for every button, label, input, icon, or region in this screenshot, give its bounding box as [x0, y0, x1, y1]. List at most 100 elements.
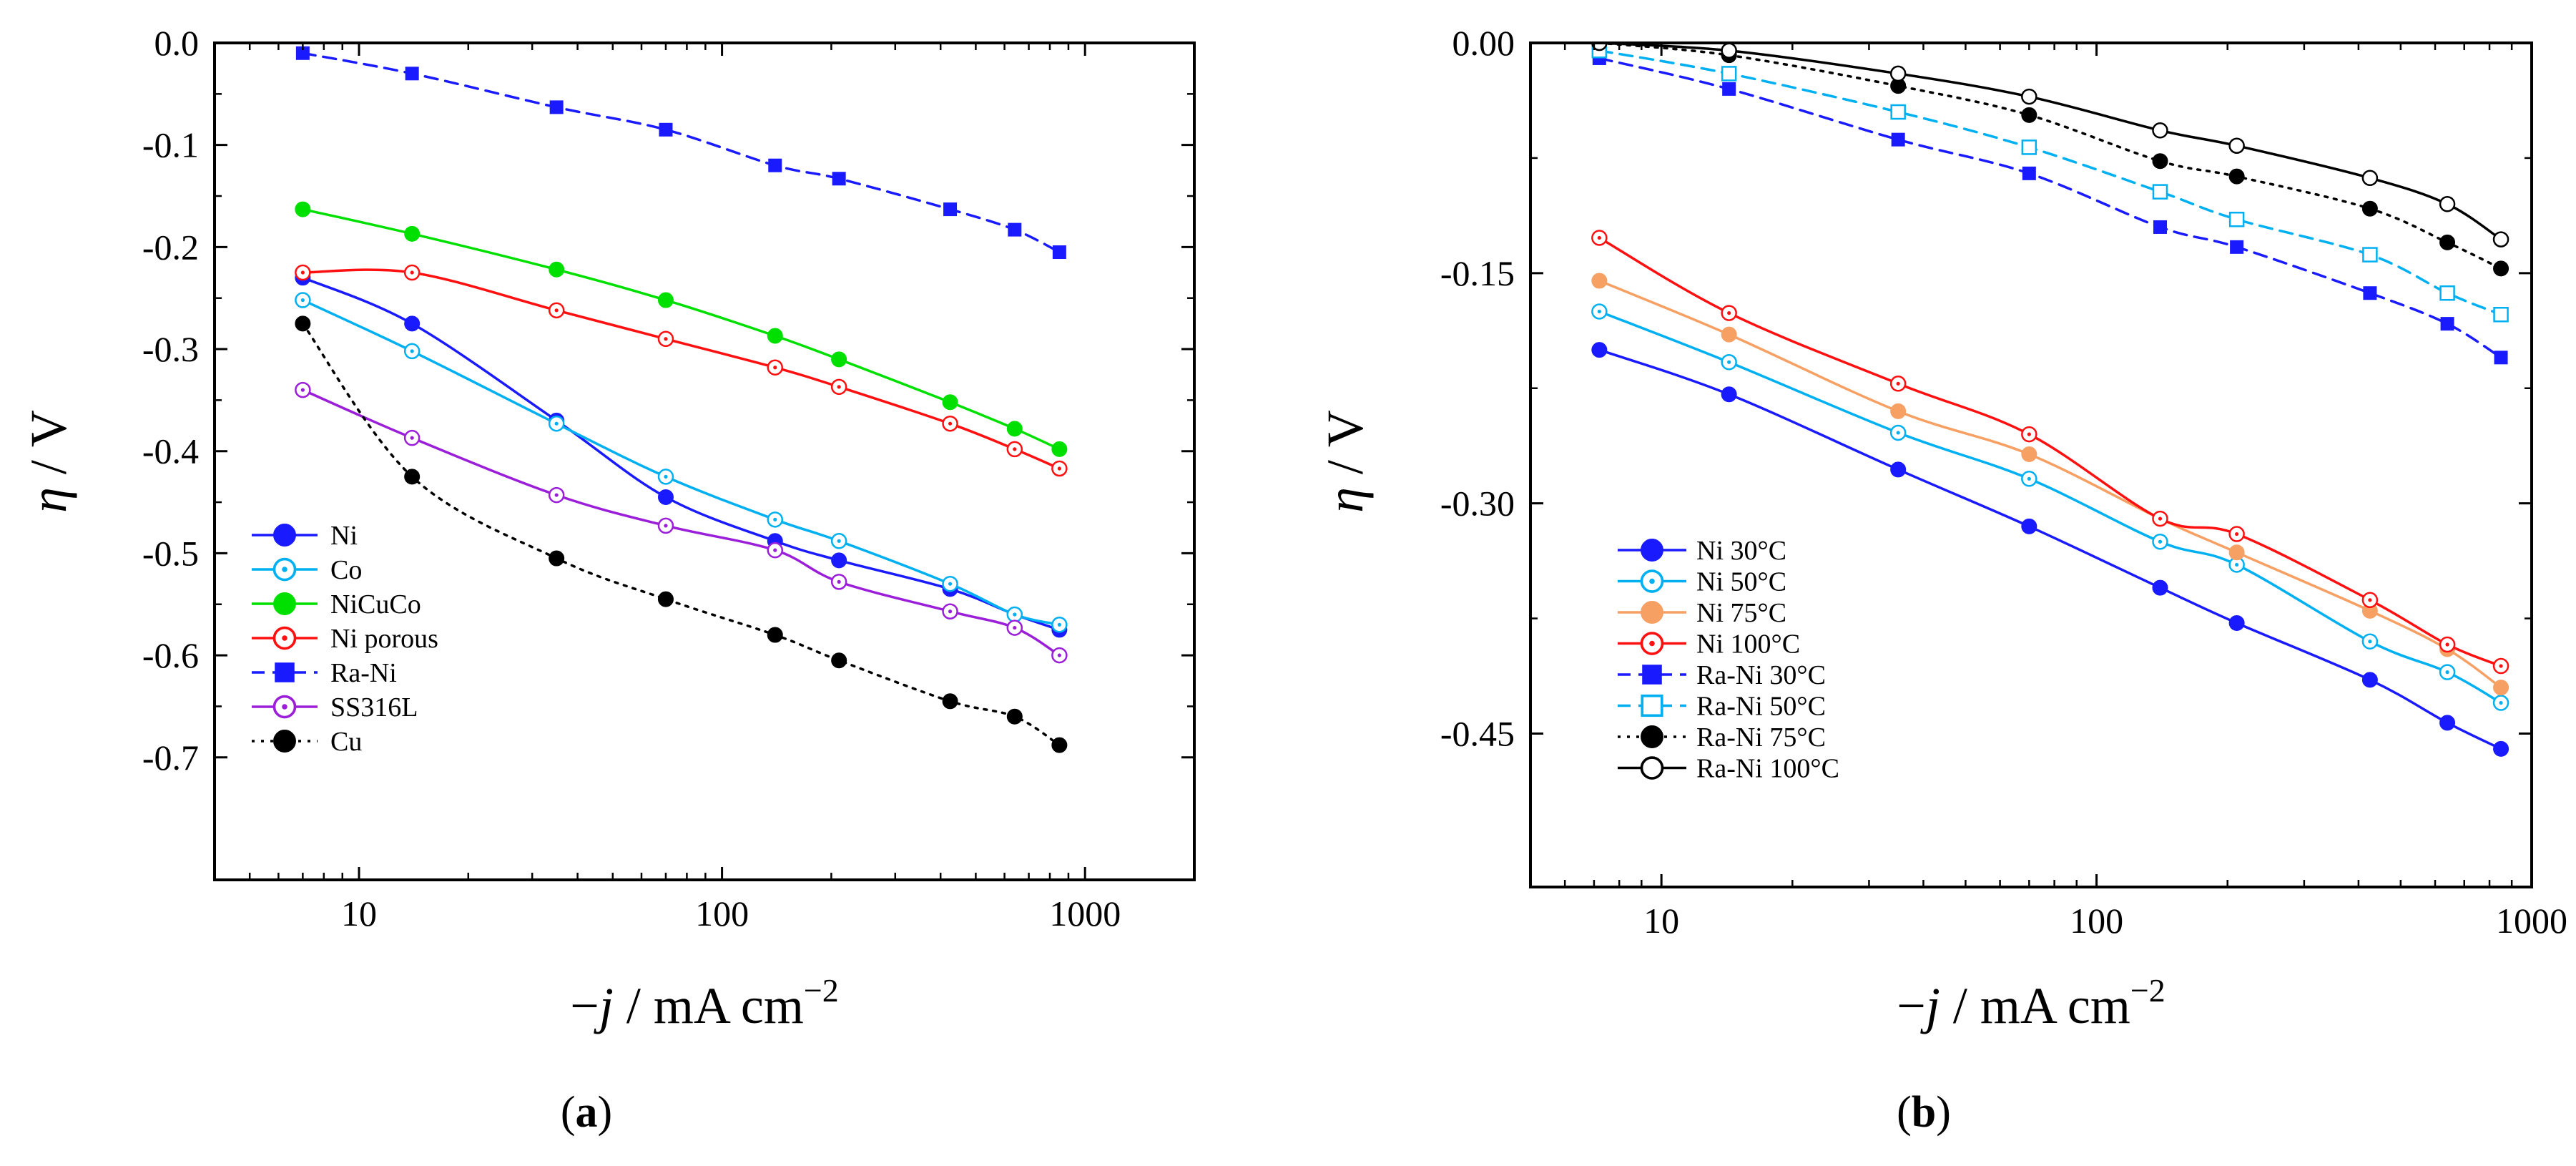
data-point	[2021, 107, 2037, 123]
data-point	[2493, 740, 2509, 757]
data-point	[548, 415, 565, 432]
data-point	[2439, 234, 2456, 250]
legend-label: NiCuCo	[330, 589, 421, 619]
data-point	[2230, 240, 2244, 254]
panel-label: (b)	[1897, 1088, 1951, 1137]
data-point	[2493, 680, 2509, 696]
data-point	[295, 46, 310, 60]
data-point	[2494, 351, 2508, 365]
data-point	[832, 172, 846, 186]
data-point	[1721, 326, 1737, 343]
data-point	[1889, 424, 1907, 441]
data-point	[2152, 534, 2168, 550]
data-point	[1721, 305, 1737, 321]
x-axis-label: −j / mA cm−2	[570, 972, 839, 1034]
y-tick-label: -0.15	[1440, 253, 1515, 293]
data-point	[768, 158, 782, 172]
data-point	[830, 533, 847, 549]
data-point	[2021, 88, 2037, 105]
data-point	[2152, 184, 2168, 200]
data-point	[2228, 137, 2245, 154]
data-point	[1006, 441, 1023, 458]
data-point	[2439, 664, 2456, 680]
data-point	[2361, 170, 2379, 187]
data-point	[2361, 592, 2379, 609]
data-point	[1591, 273, 1608, 289]
legend-item-ra-ni: Ra-Ni	[252, 658, 397, 688]
legend-marker	[273, 730, 296, 753]
data-point	[2228, 526, 2245, 542]
data-point	[1051, 460, 1068, 477]
data-point	[1721, 66, 1737, 82]
legend-marker	[1641, 725, 1663, 748]
legend-item-ni-porous: Ni porous	[252, 624, 438, 654]
data-point	[2152, 153, 2168, 170]
data-point	[549, 100, 564, 114]
legend-item-nicuco: NiCuCo	[252, 589, 421, 619]
legend-item-ra-ni-75c: Ra-Ni 75°C	[1618, 722, 1826, 753]
legend-label: Ni 50°C	[1696, 567, 1786, 597]
data-point	[2152, 510, 2168, 527]
y-tick-label: -0.5	[142, 533, 199, 573]
legend-marker	[273, 592, 296, 615]
data-point	[2153, 220, 2167, 234]
data-point	[403, 429, 421, 446]
legend-label: Ni 100°C	[1696, 629, 1800, 660]
y-tick-label: -0.7	[142, 738, 199, 778]
data-point	[2492, 657, 2509, 675]
data-point	[2228, 211, 2245, 227]
series-ra-ni-100c	[1591, 43, 2509, 248]
data-point	[657, 591, 674, 607]
panel-a: 0.0 -0.1 -0.2 -0.3 -0.4 -0.5 -0.6 -0.7 10 100 1000…	[20, 23, 1196, 1137]
plot-frame	[1529, 41, 2533, 888]
series-ni-50c	[1591, 303, 2509, 711]
data-point	[295, 315, 311, 332]
legend-item-ra-ni-50c: Ra-Ni 50°C	[1618, 692, 1826, 722]
legend-item-ni: Ni	[252, 521, 358, 551]
y-tick-label: -0.3	[142, 329, 199, 369]
legend-marker	[272, 695, 297, 719]
data-point	[942, 415, 958, 432]
data-point	[2493, 306, 2509, 323]
y-tick-label: -0.4	[142, 431, 199, 471]
legend-item-co: Co	[252, 555, 362, 585]
data-point	[2228, 544, 2245, 561]
legend-marker	[273, 524, 296, 547]
legend-marker	[1640, 632, 1664, 655]
series-line	[301, 276, 1061, 632]
series-line	[1598, 348, 2502, 750]
series-co	[295, 292, 1068, 633]
legend-label: Ni	[330, 521, 358, 551]
data-point	[1051, 441, 1068, 457]
data-point	[659, 122, 673, 137]
series-line	[1598, 310, 2502, 705]
data-point	[548, 486, 565, 504]
data-point	[1721, 354, 1737, 371]
data-point	[1591, 303, 1608, 320]
data-point	[2228, 614, 2245, 631]
legend-label: Cu	[330, 727, 362, 757]
legend-label: Ra-Ni	[330, 658, 397, 688]
data-point	[830, 574, 847, 590]
legend-item-ra-ni-30c: Ra-Ni 30°C	[1618, 660, 1826, 690]
y-tick-label: -0.1	[142, 125, 199, 165]
x-axis-label: −j / mA cm−2	[1897, 972, 2165, 1034]
data-point	[657, 330, 674, 348]
data-point	[1006, 606, 1023, 623]
data-point	[2362, 247, 2378, 263]
data-point	[2021, 518, 2037, 534]
data-point	[2021, 139, 2037, 155]
legend-label: Co	[330, 555, 362, 585]
data-point	[2021, 446, 2037, 462]
series-line	[1598, 43, 2502, 241]
legend-label: Ni 75°C	[1696, 598, 1786, 628]
data-point	[1051, 737, 1068, 753]
data-point	[1722, 82, 1736, 96]
legend-marker	[1642, 665, 1662, 685]
data-point	[295, 201, 311, 217]
y-tick-label: -0.6	[142, 635, 199, 675]
series-line	[1598, 279, 2502, 689]
legend-label: Ra-Ni 50°C	[1696, 692, 1826, 722]
legend-marker	[1641, 601, 1663, 624]
data-point	[1721, 386, 1737, 403]
